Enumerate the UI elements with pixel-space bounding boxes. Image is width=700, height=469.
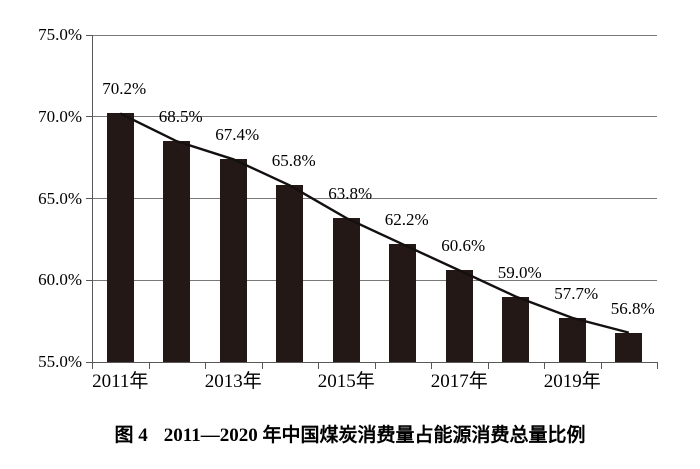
data-label-2011: 70.2% xyxy=(102,79,147,99)
figure-caption-number: 图 4 xyxy=(114,425,148,446)
x-axis-label-2015年: 2015年 xyxy=(317,371,375,392)
data-label-2015: 63.8% xyxy=(328,184,373,204)
y-axis-tick xyxy=(86,116,92,118)
bar-2013 xyxy=(219,159,247,362)
bar-2019 xyxy=(558,317,586,362)
y-axis-tick xyxy=(86,361,92,363)
y-axis-label: 75.0% xyxy=(38,25,82,44)
x-axis-label-2011年: 2011年 xyxy=(92,371,149,392)
x-axis-tick xyxy=(92,363,93,369)
gridline-75 xyxy=(92,34,657,36)
x-axis-line xyxy=(92,362,658,363)
bar-2020 xyxy=(615,332,643,362)
y-axis-label: 60.0% xyxy=(38,270,82,290)
x-axis-label-2019年: 2019年 xyxy=(543,371,601,392)
data-label-2014: 65.8% xyxy=(271,151,316,171)
x-axis-tick xyxy=(261,363,263,369)
bar-2012 xyxy=(163,141,191,362)
x-axis-label-2013年: 2013年 xyxy=(204,371,262,392)
figure-caption: 图 4 2011—2020 年中国煤炭消费量占能源消费总量比例 xyxy=(0,420,700,447)
y-axis-label: 55.0% xyxy=(38,352,82,371)
x-axis-tick xyxy=(205,363,206,369)
x-axis-tick xyxy=(318,363,319,369)
bar-2018 xyxy=(502,296,530,362)
y-axis-label: 65.0% xyxy=(38,188,82,208)
bar-2017 xyxy=(445,270,473,362)
bar-2011 xyxy=(106,113,134,362)
y-axis-label: 70.0% xyxy=(38,106,82,126)
y-axis-tick xyxy=(86,198,92,199)
data-label-2018: 59.0% xyxy=(497,262,542,282)
bar-2014 xyxy=(276,185,304,362)
bar-2016 xyxy=(389,244,417,362)
x-axis-tick xyxy=(600,363,602,369)
x-axis-tick xyxy=(374,363,376,369)
y-axis-tick xyxy=(86,34,92,36)
x-axis-tick xyxy=(487,363,489,369)
data-label-2020: 56.8% xyxy=(610,298,655,318)
data-label-2019: 57.7% xyxy=(554,283,599,303)
x-axis-tick xyxy=(431,363,432,369)
y-axis-tick xyxy=(86,279,92,281)
data-label-2013: 67.4% xyxy=(215,125,260,145)
x-axis-tick xyxy=(544,363,545,369)
y-axis-line xyxy=(92,35,93,362)
data-label-2016: 62.2% xyxy=(384,210,429,230)
data-label-2012: 68.5% xyxy=(158,107,203,127)
bar-2015 xyxy=(332,218,360,362)
x-axis-tick xyxy=(657,363,658,369)
x-axis-label-2017年: 2017年 xyxy=(430,371,488,392)
figure-caption-title: 2011—2020 年中国煤炭消费量占能源消费总量比例 xyxy=(163,425,586,446)
x-axis-tick xyxy=(148,363,150,369)
data-label-2017: 60.6% xyxy=(441,236,486,256)
